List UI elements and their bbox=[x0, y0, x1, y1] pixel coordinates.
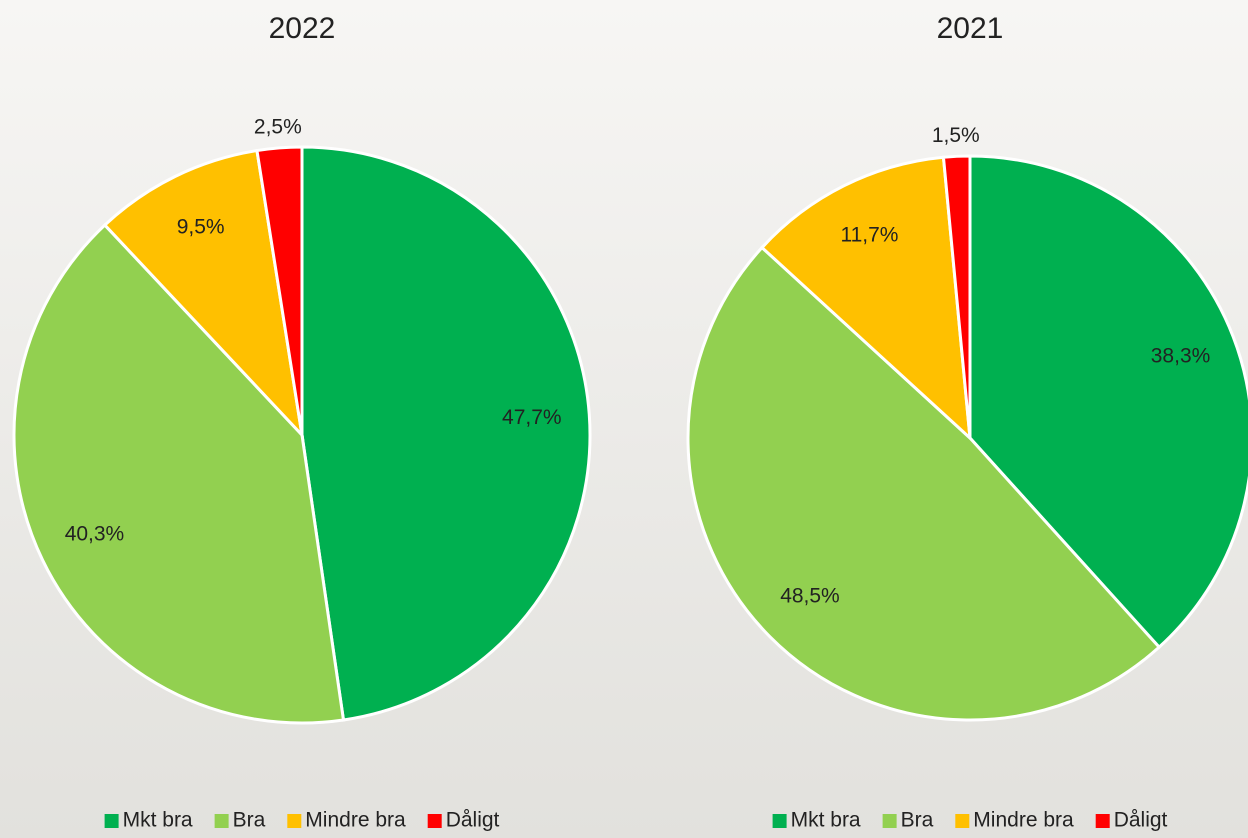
chart-title: 2022 bbox=[269, 12, 336, 45]
legend-label: Mindre bra bbox=[973, 809, 1074, 832]
legend-swatch bbox=[287, 814, 301, 828]
legend-swatch bbox=[773, 814, 787, 828]
data-label: 38,3% bbox=[1151, 344, 1211, 367]
legend-label: Bra bbox=[233, 809, 266, 832]
legend-swatch bbox=[1096, 814, 1110, 828]
legend-label: Dåligt bbox=[446, 809, 500, 832]
legend-label: Mindre bra bbox=[305, 809, 406, 832]
legend-swatch bbox=[215, 814, 229, 828]
data-label: 47,7% bbox=[502, 406, 562, 429]
data-label: 1,5% bbox=[932, 124, 980, 147]
page: 2022 47,7% 40,3% 9,5% 2,5% Mkt bra Bra Mindre b… bbox=[0, 0, 1248, 838]
data-label: 48,5% bbox=[780, 585, 840, 608]
legend-label: Mkt bra bbox=[123, 809, 193, 832]
chart: 2022 47,7% 40,3% 9,5% 2,5% Mkt bra Bra Mindre b… bbox=[0, 0, 1248, 838]
data-label: 2,5% bbox=[254, 115, 302, 138]
data-label: 9,5% bbox=[177, 216, 225, 239]
legend-label: Dåligt bbox=[1114, 809, 1168, 832]
chart-title: 2021 bbox=[937, 12, 1004, 45]
legend-swatch bbox=[883, 814, 897, 828]
legend-label: Mkt bra bbox=[791, 809, 861, 832]
data-label: 11,7% bbox=[840, 224, 898, 247]
legend-swatch bbox=[955, 814, 969, 828]
legend-swatch bbox=[105, 814, 119, 828]
data-label: 40,3% bbox=[65, 523, 125, 546]
legend-swatch bbox=[428, 814, 442, 828]
legend-label: Bra bbox=[901, 809, 934, 832]
